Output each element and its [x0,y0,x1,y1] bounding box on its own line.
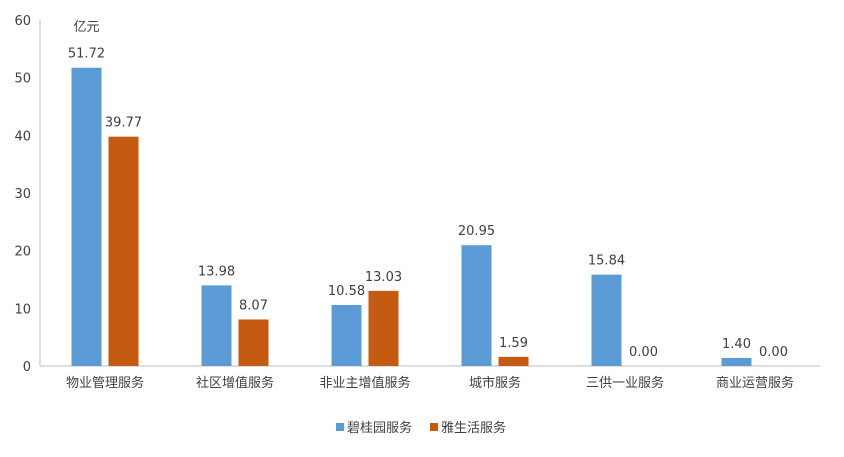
bar-series2 [108,136,139,366]
y-tick-label: 20 [14,245,31,260]
data-label: 1.59 [499,336,528,351]
category-label: 商业运营服务 [716,375,794,391]
data-label: 1.40 [722,337,751,352]
category-labels: 物业管理服务 社区增值服务 非业主增值服务 城市服务 三供一业服务 商业运营服务 [66,375,794,391]
bar-series2 [238,319,269,366]
bar-series1 [461,245,492,366]
category-label: 非业主增值服务 [319,375,410,391]
y-tick-label: 40 [14,129,31,144]
category-label: 城市服务 [469,375,521,391]
data-label: 39.77 [105,116,142,131]
legend-swatch [430,423,438,431]
category-label: 三供一业服务 [586,375,664,391]
data-label: 0.00 [629,345,658,360]
bar-series2 [368,290,399,366]
legend: 碧桂园服务 雅生活服务 [336,420,506,436]
data-label: 0.00 [759,345,788,360]
bars [71,67,752,367]
bar-series1 [201,285,232,366]
unit-label: 亿元 [73,20,99,35]
data-label: 13.03 [365,270,402,285]
bar-series2 [498,356,529,366]
data-label: 15.84 [588,254,625,269]
data-label: 20.95 [458,224,495,239]
bar-series1 [331,304,362,366]
category-label: 物业管理服务 [66,375,144,391]
y-tick-label: 30 [14,187,31,202]
legend-swatch [336,423,344,431]
legend-label: 碧桂园服务 [347,420,412,436]
bar-series1 [591,274,622,366]
bar-series1 [71,67,102,367]
data-label: 10.58 [328,284,365,299]
category-label: 社区增值服务 [196,375,274,391]
data-label: 8.07 [239,298,268,313]
y-tick-labels: 0 10 20 30 40 50 60 [14,14,31,375]
y-tick-label: 60 [14,14,31,29]
y-tick-label: 10 [14,302,31,317]
y-tick-label: 50 [14,72,31,87]
legend-label: 雅生活服务 [441,420,506,436]
y-tick-label: 0 [23,360,31,375]
bar-series1 [721,357,752,366]
data-label: 51.72 [68,47,105,62]
data-label: 13.98 [198,264,235,279]
